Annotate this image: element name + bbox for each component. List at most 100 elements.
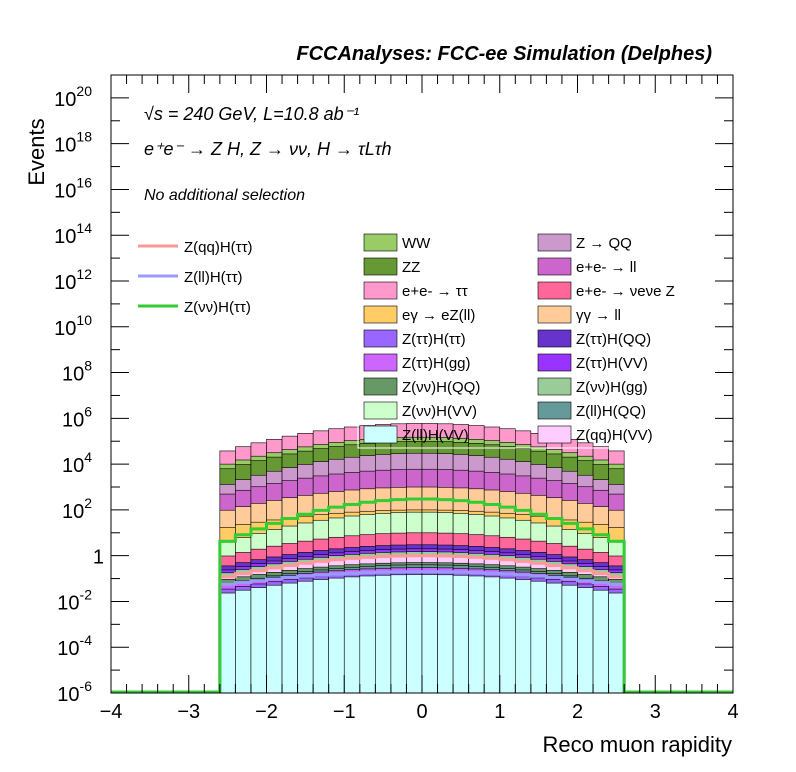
histogram-bin [390, 574, 407, 694]
y-tick-label: 10-4 [57, 632, 92, 660]
y-tick-label: 102 [62, 495, 92, 523]
legend-label: e+e- → ττ [402, 283, 468, 300]
legend-swatch [363, 425, 398, 444]
histogram-bin [297, 580, 314, 694]
x-tick-label: −1 [333, 701, 356, 723]
x-tick-label: 4 [727, 701, 738, 723]
y-tick-label: 106 [62, 403, 92, 431]
signal-line-z-qq-h- [111, 554, 733, 694]
y-tick-label: 1010 [54, 312, 92, 340]
legend-swatch [537, 425, 572, 444]
legend-label: ZZ [402, 259, 420, 276]
y-tick-label: 1020 [54, 83, 92, 111]
histogram-bin [219, 592, 236, 694]
histogram-bin [343, 576, 361, 694]
histogram-bin [250, 587, 267, 694]
legend-label: γγ → ll [576, 307, 621, 324]
legend-label: Z(νν)H(gg) [576, 379, 648, 396]
histogram-bin [530, 580, 547, 694]
y-tick-label: 1018 [54, 129, 92, 157]
x-tick-label: 0 [416, 701, 427, 723]
histogram-bin [406, 574, 423, 694]
x-tick-label: 2 [572, 701, 583, 723]
legend-swatch [363, 257, 398, 276]
x-tick-label: −4 [100, 701, 123, 723]
legend-swatch [363, 329, 398, 348]
legend-label: Z(ττ)H(ττ) [402, 331, 466, 348]
legend-swatch [363, 233, 398, 252]
y-tick-label: 1012 [54, 266, 92, 294]
histogram-bin [608, 592, 625, 694]
legend-swatch [363, 353, 398, 372]
legend-label: Z(ττ)H(VV) [576, 355, 648, 372]
x-tick-label: 3 [650, 701, 661, 723]
legend-label: eγ → eZ(ll) [402, 307, 475, 324]
x-tick-label: 1 [494, 701, 505, 723]
process-annotation: e⁺e⁻ → Z H, Z → νν, H → τLτh [144, 139, 392, 159]
histogram-bin [499, 577, 516, 694]
legend-swatch [363, 281, 398, 300]
legend-label: Z(νν)H(VV) [402, 403, 477, 420]
histogram-bin [592, 589, 609, 694]
legend-swatch [363, 377, 398, 396]
histogram-bin [375, 574, 392, 694]
histogram-bin [312, 579, 329, 694]
energy-lumi-annotation: √s = 240 GeV, L=10.8 ab⁻¹ [144, 104, 359, 124]
x-axis-title: Reco muon rapidity [542, 732, 732, 757]
histogram-bin [514, 579, 532, 694]
legend-swatch [537, 353, 572, 372]
legend-label: WW [402, 235, 431, 252]
legend-label: Z(νν)H(QQ) [402, 379, 480, 396]
histogram-stack [219, 423, 625, 694]
histogram-bin [546, 582, 563, 694]
selection-annotation: No additional selection [144, 187, 305, 204]
legend-swatch [363, 305, 398, 324]
legend-label: e+e- → νeνe Z [576, 283, 675, 300]
y-tick-label: 1 [93, 547, 104, 569]
signal-line-z-ll-h- [111, 570, 733, 694]
histogram-bin [235, 589, 252, 694]
y-tick-label: 1014 [54, 220, 92, 248]
legend-label: Z(ll)H(QQ) [576, 403, 646, 420]
legend-swatch [363, 401, 398, 420]
signal-line-z-h- [111, 497, 733, 694]
x-axis-ticks: −4 −3 −2 −1 0 1 2 3 4 [100, 75, 739, 723]
legend-signal-label: Z(ll)H(ττ) [184, 269, 243, 286]
y-axis-title: Events [24, 118, 49, 185]
histogram-bin [437, 574, 454, 694]
legend-label: Z(ττ)H(QQ) [576, 331, 651, 348]
histogram-bin [281, 582, 298, 694]
legend-label: Z(ττ)H(gg) [402, 355, 471, 372]
legend-box [357, 229, 671, 449]
legend-swatch [537, 281, 572, 300]
signal-curves [111, 497, 733, 694]
legend-label: e+e- → ll [576, 259, 636, 276]
legend-signal-label: Z(νν)H(ττ) [184, 299, 251, 316]
y-axis-ticks: 102010181016101410121010108106104102110-… [54, 74, 733, 706]
legend: Z(qq)H(ττ) Z(ll)H(ττ) Z(νν)H(ττ) WW Z → QQ ZZ… [138, 233, 675, 444]
legend-swatch [537, 305, 572, 324]
y-tick-label: 1016 [54, 174, 92, 202]
histogram-bin [452, 574, 469, 694]
histogram-bin [266, 584, 283, 694]
legend-swatch [537, 257, 572, 276]
header-title: FCCAnalyses: FCC-ee Simulation (Delphes) [296, 43, 712, 65]
y-tick-label: 104 [62, 449, 92, 477]
histogram-bin [577, 587, 594, 694]
y-tick-label: 108 [62, 358, 92, 386]
legend-signal-label: Z(qq)H(ττ) [184, 239, 253, 256]
y-tick-label: 10-2 [57, 586, 92, 614]
legend-swatch [537, 233, 572, 252]
histogram-bin [421, 574, 438, 694]
x-tick-label: −2 [255, 701, 278, 723]
histogram-bin [359, 575, 376, 694]
histogram-bin [561, 584, 578, 694]
histogram-bin [468, 575, 485, 694]
legend-label: Z(ll)H(VV) [402, 427, 469, 444]
stack-layer-z-ll-h-vv- [219, 574, 625, 694]
y-tick-label: 10-6 [57, 678, 92, 706]
legend-swatch [537, 329, 572, 348]
x-tick-label: −3 [177, 701, 200, 723]
histogram-bin [328, 577, 345, 694]
